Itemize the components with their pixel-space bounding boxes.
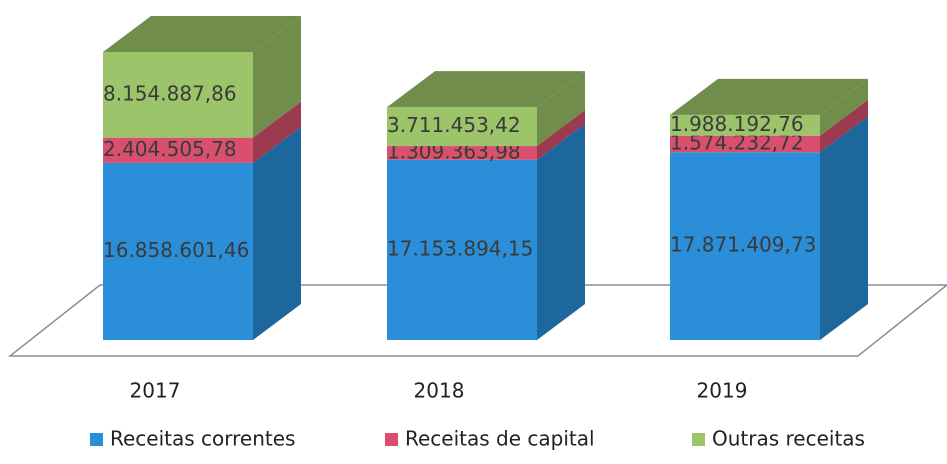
bar-side [253,16,301,138]
legend-swatch [385,433,398,446]
bar-segment [387,107,537,147]
bar-side [537,71,585,147]
bar-side [253,101,301,163]
bar-segment [670,114,820,136]
bar-segment [103,162,253,340]
bar-segment [670,135,820,153]
legend-swatch [692,433,705,446]
data-label: 8.154.887,86 [103,81,237,105]
x-tick-label: 2019 [697,379,748,403]
legend-label: Receitas de capital [405,427,595,451]
bar-segment [103,52,253,138]
bar-top [670,78,868,115]
x-tick-label: 2018 [414,379,465,403]
data-label: 2.404.505,78 [103,137,237,161]
bar-side [820,78,868,136]
bar-top [387,71,585,108]
bar-segment [387,159,537,340]
data-label: 1.988.192,76 [670,112,804,136]
data-label: 17.153.894,15 [387,236,533,260]
data-label: 17.871.409,73 [670,233,816,257]
x-tick-label: 2017 [130,379,181,403]
data-label: 16.858.601,46 [103,238,249,262]
bar-side [253,126,301,340]
bar-side [537,110,585,160]
bar-side [537,123,585,340]
legend-label: Receitas correntes [110,427,295,451]
data-label: 3.711.453,42 [387,113,521,137]
bar-segment [670,152,820,340]
bar-segment [103,137,253,163]
bar-segment [387,146,537,160]
bar-side [820,116,868,340]
bar-side [820,99,868,153]
bar-top [103,16,301,52]
legend-swatch [90,433,103,446]
legend-label: Outras receitas [712,427,865,451]
